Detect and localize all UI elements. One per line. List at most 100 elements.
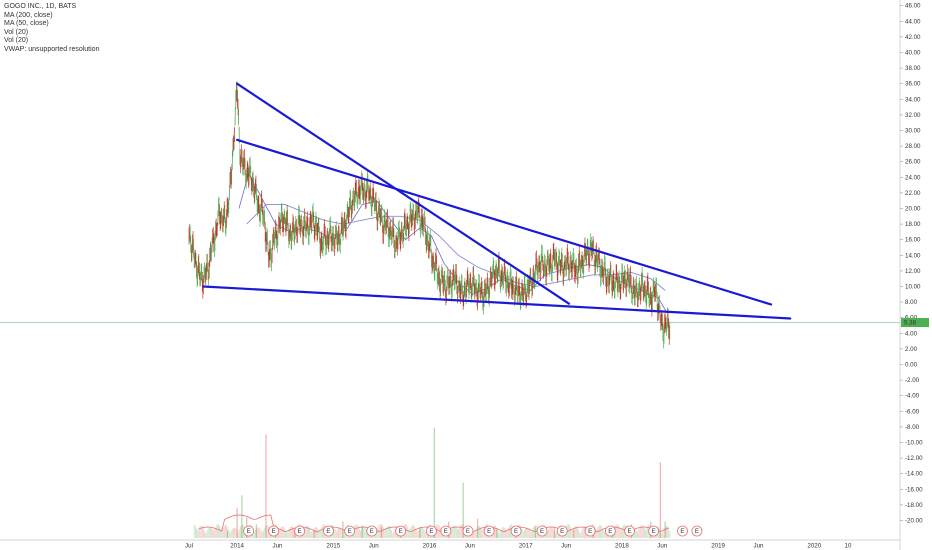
volume-bar: [224, 524, 226, 538]
volume-bar: [477, 526, 479, 538]
volume-bar: [235, 528, 237, 538]
earnings-letter: E: [399, 528, 403, 535]
volume-bar: [422, 527, 424, 538]
volume-bar: [241, 495, 243, 538]
volume-bar: [357, 526, 359, 538]
x-tick-label: Jun: [273, 543, 284, 550]
earnings-marker: E: [648, 525, 660, 537]
volume-bar: [416, 531, 418, 538]
volume-bar: [264, 527, 266, 538]
volume-bar: [196, 528, 198, 538]
volume-bar: [214, 527, 216, 538]
y-tick-label: 8.00: [905, 299, 918, 306]
volume-bar: [476, 527, 478, 538]
volume-bar: [553, 528, 556, 538]
volume-bar: [364, 527, 366, 538]
volume-bar: [521, 529, 523, 538]
volume-bar: [285, 529, 286, 538]
volume-bar: [237, 531, 239, 538]
earnings-letter: E: [680, 528, 684, 535]
volume-bar: [254, 529, 256, 538]
volume-bar: [533, 526, 535, 538]
earnings-circle: [624, 525, 635, 537]
earnings-letter: E: [444, 528, 448, 535]
price-axis[interactable]: 46.00 44.00 42.00 40.00 38.00 36.00 34.00 32.00…: [899, 0, 923, 550]
volume-bar: [496, 527, 498, 538]
volume-bar: [260, 530, 262, 538]
volume-bar: [641, 525, 643, 538]
volume-bar: [197, 529, 199, 538]
volume-bar: [439, 527, 441, 538]
x-tick-label: 2020: [807, 543, 821, 550]
y-tick-label: -14.00: [905, 471, 923, 478]
volume-bar: [663, 527, 665, 538]
price-line: [188, 87, 671, 329]
earnings-letter: E: [540, 528, 544, 535]
earnings-letter: E: [514, 528, 518, 535]
volume-bar: [452, 526, 454, 538]
volume-bar: [619, 528, 621, 538]
volume-bar: [226, 525, 228, 538]
volume-bar: [457, 528, 458, 538]
volume-bar: [508, 525, 510, 538]
volume-bar: [215, 525, 217, 538]
y-tick-label: -12.00: [905, 455, 923, 462]
time-axis[interactable]: Jul 2014 Jun 2015 Jun 2016 Jun 2017 Jun 2018 Jun 20…: [185, 543, 852, 550]
chart-legend: GOGO INC., 1D, BATS MA (200, close) MA (…: [4, 3, 99, 55]
x-tick-label: 2014: [230, 543, 244, 550]
volume-bar: [319, 530, 321, 538]
earnings-marker: E: [294, 525, 306, 537]
volume-bar: [572, 529, 574, 538]
volume-bar: [409, 528, 411, 538]
earnings-circle: [243, 525, 255, 537]
earnings-marker: E: [243, 525, 255, 537]
volume-bar: [552, 528, 554, 538]
volume-bar: [200, 525, 202, 538]
earnings-marker-upcoming: E: [691, 525, 703, 537]
volume-bar: [647, 525, 649, 538]
y-tick-label: -4.00: [905, 393, 920, 400]
volume-bar: [640, 525, 642, 538]
volume-bar: [440, 530, 442, 538]
volume-bar: [213, 530, 215, 538]
volume-bar: [623, 525, 625, 538]
volume-bar: [526, 527, 528, 538]
y-tick-label: -16.00: [905, 486, 923, 493]
volume-bar: [551, 527, 553, 538]
volume-bars: [193, 427, 671, 538]
volume-bar: [394, 528, 396, 538]
volume-bar: [311, 532, 313, 538]
x-tick-label: Jun: [561, 543, 572, 550]
volume-bar: [473, 532, 475, 538]
volume-bar: [602, 527, 604, 538]
volume-bar: [433, 427, 435, 538]
volume-bar: [305, 525, 307, 538]
x-tick-label: 2017: [519, 543, 533, 550]
price-series: [188, 81, 671, 349]
volume-bar: [597, 526, 599, 538]
volume-bar: [313, 528, 315, 538]
volume-bar: [498, 532, 500, 538]
volume-bar: [480, 527, 482, 538]
volume-bar: [437, 524, 439, 538]
volume-bar: [356, 524, 358, 538]
earnings-marker: E: [268, 525, 280, 537]
volume-bar: [570, 526, 572, 538]
volume-bar: [617, 524, 619, 538]
volume-bar: [221, 529, 223, 538]
volume-bar: [316, 527, 318, 538]
earnings-circle: [344, 525, 356, 537]
volume-bar: [208, 526, 210, 538]
volume-bar: [646, 527, 648, 538]
volume-bar: [482, 529, 484, 538]
volume-bar: [342, 530, 344, 538]
volume-bar: [645, 529, 647, 538]
volume-bar: [571, 529, 573, 538]
volume-bar: [294, 529, 296, 538]
earnings-circle: [648, 525, 660, 537]
trendlines[interactable]: [202, 82, 792, 320]
y-tick-label: 30.00: [905, 128, 921, 135]
volume-bar: [577, 527, 578, 538]
